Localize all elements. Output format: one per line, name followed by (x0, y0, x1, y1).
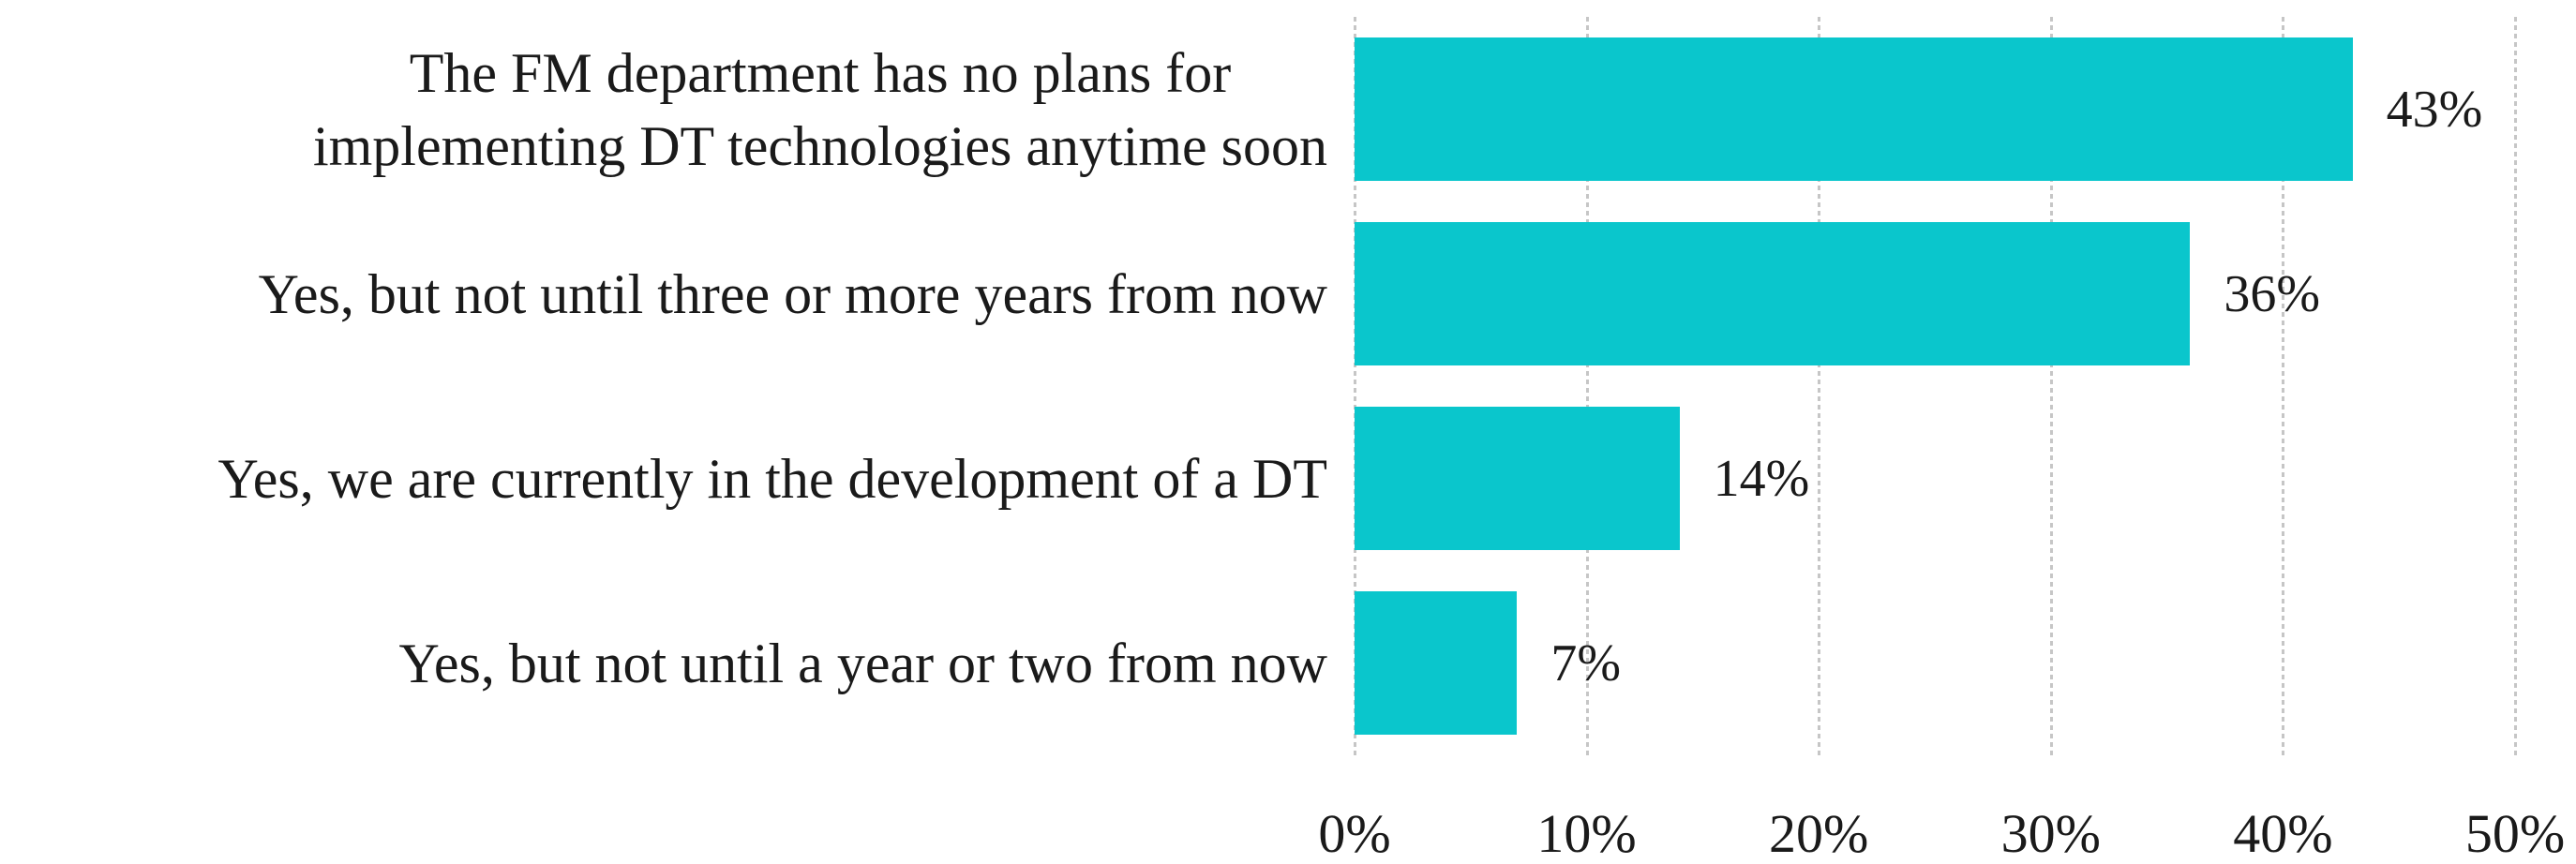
category-label: Yes, but not until a year or two from no… (0, 571, 1327, 755)
x-tick-label-40%: 40% (2233, 803, 2333, 864)
value-label: 14% (1713, 449, 1810, 508)
category-label: The FM department has no plans for imple… (0, 17, 1327, 201)
x-tick-label-20%: 20% (1769, 803, 1869, 864)
value-label: 36% (2224, 264, 2321, 323)
bar-7% (1355, 591, 1518, 735)
gridline-30pct (2049, 17, 2053, 755)
category-label: Yes, but not until three or more years f… (0, 201, 1327, 386)
bar-14% (1355, 407, 1680, 550)
gridline-0pct (1354, 17, 1356, 755)
x-tick-label-0%: 0% (1318, 803, 1391, 864)
gridline-50pct (2514, 17, 2517, 755)
category-label-text: Yes, but not until a year or two from no… (398, 632, 1327, 694)
gridline-20pct (1818, 17, 1821, 755)
value-label: 7% (1550, 633, 1621, 693)
x-tick-label-30%: 30% (2000, 803, 2101, 864)
x-tick-label-10%: 10% (1536, 803, 1637, 864)
bar-36% (1355, 222, 2191, 365)
value-label: 43% (2386, 80, 2483, 139)
category-label: Yes, we are currently in the development… (0, 386, 1327, 571)
x-tick-label-50%: 50% (2464, 803, 2566, 864)
category-label-text: The FM department has no plans for imple… (312, 41, 1327, 177)
gridline-40pct (2282, 17, 2285, 755)
category-label-text: Yes, we are currently in the development… (217, 447, 1327, 510)
gridline-10pct (1585, 17, 1589, 755)
bar-43% (1355, 37, 2353, 181)
category-label-text: Yes, but not until three or more years f… (258, 262, 1327, 325)
